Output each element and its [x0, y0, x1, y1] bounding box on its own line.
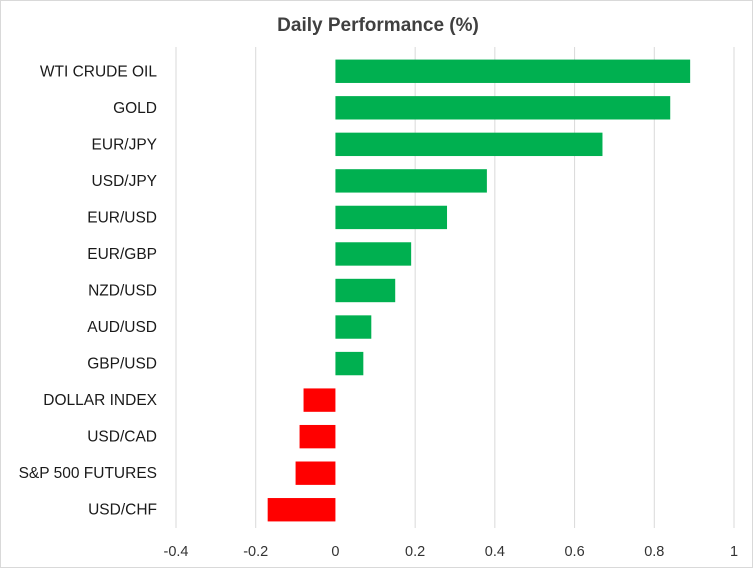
- category-label: GOLD: [113, 100, 157, 117]
- category-label: USD/CHF: [88, 502, 157, 519]
- category-label: USD/JPY: [92, 173, 157, 190]
- x-axis-tick-labels: -0.4 -0.2 0 0.2 0.4 0.6 0.8 1: [164, 544, 739, 560]
- x-tick-label: 0.8: [644, 544, 664, 560]
- bar: [335, 59, 691, 83]
- bar: [299, 424, 336, 449]
- bars: [267, 59, 691, 522]
- bar: [335, 169, 487, 193]
- category-label: EUR/GBP: [87, 246, 157, 263]
- x-tick-label: 0.6: [564, 544, 584, 560]
- category-label: NZD/USD: [88, 283, 157, 300]
- x-tick-label: 0: [331, 544, 339, 560]
- bar: [335, 315, 372, 339]
- category-labels: WTI CRUDE OIL GOLD EUR/JPY USD/JPY EUR/USD EU…: [19, 63, 158, 518]
- bar: [335, 242, 412, 266]
- category-label: DOLLAR INDEX: [43, 392, 157, 409]
- x-tick-label: 0.4: [485, 544, 505, 560]
- bar: [267, 498, 336, 522]
- bar: [335, 205, 448, 230]
- category-label: USD/CAD: [87, 429, 157, 446]
- category-label: EUR/USD: [87, 209, 157, 226]
- bar: [335, 278, 396, 303]
- bar: [335, 96, 671, 120]
- x-tick-label: 0.2: [405, 544, 425, 560]
- bar: [335, 351, 364, 376]
- bar: [335, 132, 603, 157]
- x-tick-label: -0.2: [243, 544, 268, 560]
- x-tick-label: 1: [730, 544, 738, 560]
- bar: [295, 461, 336, 485]
- chart-title: Daily Performance (%): [277, 15, 479, 36]
- gridlines: [175, 47, 735, 528]
- category-label: GBP/USD: [87, 356, 157, 373]
- category-label: WTI CRUDE OIL: [40, 63, 157, 80]
- bar: [303, 388, 336, 412]
- category-label: AUD/USD: [87, 319, 157, 336]
- category-label: S&P 500 FUTURES: [19, 465, 157, 482]
- category-label: EUR/JPY: [92, 136, 157, 153]
- x-tick-label: -0.4: [164, 544, 189, 560]
